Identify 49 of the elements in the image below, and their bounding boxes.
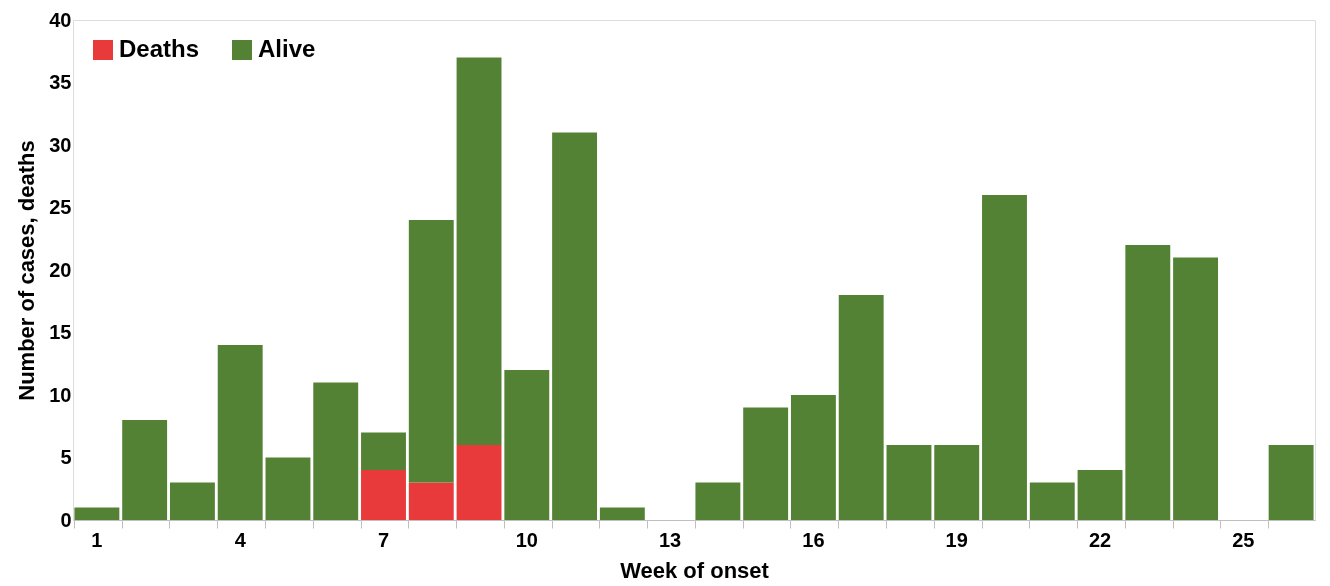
bar <box>982 195 1027 520</box>
y-tick-label: 10 <box>49 383 72 406</box>
bar <box>1125 245 1171 520</box>
legend-label: Deaths <box>119 35 200 62</box>
y-tick-label: 25 <box>49 196 72 218</box>
bar <box>122 420 168 520</box>
bar <box>934 445 980 520</box>
bar <box>1268 445 1314 520</box>
bar <box>169 482 215 520</box>
y-tick-label: 0 <box>60 508 72 531</box>
y-axis-title: Number of cases, deaths <box>14 140 40 401</box>
bar <box>408 220 454 483</box>
x-tick-label: 25 <box>1232 528 1255 551</box>
bar <box>1173 257 1219 520</box>
y-tick-label: 20 <box>49 258 72 281</box>
x-axis-title: Week of onset <box>620 557 770 583</box>
bar <box>265 457 311 520</box>
bar <box>361 470 406 520</box>
x-tick-label: 19 <box>945 528 968 551</box>
y-tick-label: 30 <box>49 133 72 156</box>
bar <box>408 482 454 520</box>
bar <box>790 395 836 520</box>
bar <box>838 295 884 520</box>
x-tick-label: 1 <box>91 528 103 551</box>
bar <box>456 445 502 520</box>
bar <box>504 370 550 520</box>
bar <box>217 345 263 520</box>
bar <box>886 445 932 520</box>
legend-label: Alive <box>258 35 316 62</box>
x-tick-label: 7 <box>377 528 390 551</box>
bar <box>1029 482 1075 520</box>
bar <box>695 482 741 520</box>
y-tick-label: 35 <box>49 71 72 93</box>
bar <box>743 407 789 520</box>
y-tick-label: 5 <box>60 446 72 468</box>
x-tick-label: 4 <box>234 528 247 551</box>
bar <box>361 432 406 470</box>
x-tick-label: 13 <box>658 528 682 551</box>
y-tick-label: 40 <box>49 8 72 31</box>
bar <box>552 132 598 520</box>
x-tick-label: 10 <box>515 528 538 551</box>
bar <box>456 57 502 445</box>
y-tick-label: 15 <box>49 321 72 343</box>
bar <box>1077 470 1123 520</box>
x-tick-label: 16 <box>802 528 825 551</box>
bar <box>599 507 645 520</box>
bar <box>74 507 120 520</box>
bar <box>313 382 359 520</box>
x-tick-label: 22 <box>1088 528 1112 551</box>
